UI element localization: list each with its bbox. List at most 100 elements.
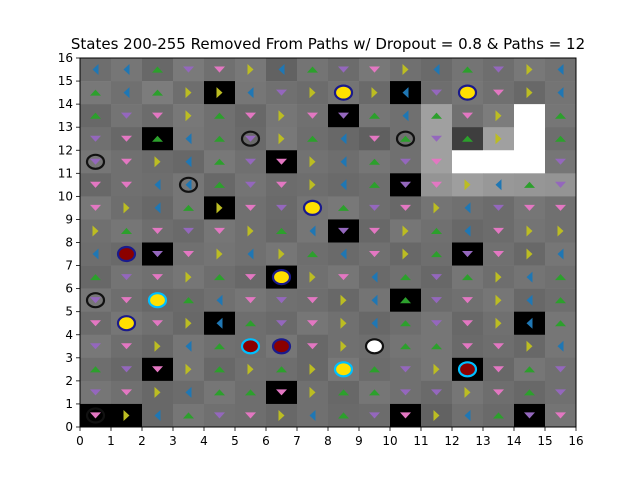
policy-arrow bbox=[245, 389, 256, 396]
policy-arrow bbox=[493, 89, 504, 96]
policy-arrow bbox=[216, 294, 223, 306]
policy-arrow bbox=[402, 64, 409, 75]
policy-arrow bbox=[557, 248, 564, 260]
policy-arrow bbox=[307, 66, 318, 73]
policy-arrow bbox=[495, 133, 502, 145]
policy-arrow bbox=[495, 317, 502, 329]
policy-arrow bbox=[464, 386, 471, 398]
policy-arrow bbox=[369, 412, 380, 419]
policy-arrow bbox=[185, 363, 192, 375]
policy-arrow bbox=[309, 363, 316, 375]
policy-arrow bbox=[154, 386, 161, 398]
empty-marker bbox=[395, 130, 416, 147]
empty-marker bbox=[178, 176, 199, 193]
policy-arrow bbox=[90, 181, 101, 188]
policy-arrow bbox=[90, 274, 101, 281]
empty-marker bbox=[85, 292, 106, 309]
x-tick-label: 11 bbox=[413, 434, 428, 448]
policy-arrow bbox=[526, 87, 533, 99]
policy-arrow bbox=[90, 366, 101, 373]
policy-arrow bbox=[555, 135, 566, 142]
empty-marker bbox=[85, 153, 106, 170]
policy-arrow bbox=[247, 87, 254, 99]
x-tick-label: 4 bbox=[200, 434, 208, 448]
policy-arrow bbox=[369, 204, 380, 211]
policy-arrow bbox=[495, 110, 502, 122]
policy-arrow bbox=[369, 389, 380, 396]
policy-arrow bbox=[369, 135, 380, 142]
policy-arrow bbox=[400, 274, 411, 281]
y-tick-label: 13 bbox=[58, 120, 73, 134]
policy-arrow bbox=[493, 66, 504, 73]
policy-arrow bbox=[216, 87, 223, 99]
policy-arrow bbox=[152, 227, 163, 234]
policy-arrow bbox=[154, 340, 161, 352]
policy-arrow bbox=[340, 179, 347, 191]
policy-arrow bbox=[214, 366, 225, 373]
heatmap-cell bbox=[514, 104, 546, 128]
policy-arrow bbox=[247, 64, 254, 75]
x-tick-label: 6 bbox=[262, 434, 270, 448]
policy-arrow bbox=[431, 89, 442, 96]
policy-arrow bbox=[90, 297, 101, 304]
policy-arrow bbox=[495, 271, 502, 283]
policy-arrow bbox=[400, 181, 411, 188]
policy-arrow bbox=[369, 366, 380, 373]
policy-arrow bbox=[493, 251, 504, 258]
policy-arrow bbox=[400, 389, 411, 396]
x-tick-label: 10 bbox=[382, 434, 397, 448]
policy-arrow bbox=[247, 225, 254, 237]
policy-arrow bbox=[276, 297, 287, 304]
policy-arrow bbox=[524, 366, 535, 373]
x-tick-label: 2 bbox=[138, 434, 146, 448]
y-tick-label: 3 bbox=[65, 351, 73, 365]
policy-arrow bbox=[123, 410, 130, 421]
policy-arrow bbox=[247, 363, 254, 375]
policy-arrow bbox=[431, 135, 442, 142]
policy-arrow bbox=[462, 251, 473, 258]
policy-arrow bbox=[276, 181, 287, 188]
policy-arrow bbox=[216, 317, 223, 329]
policy-arrows bbox=[90, 64, 566, 421]
policy-arrow bbox=[493, 412, 504, 419]
policy-arrow bbox=[183, 251, 194, 258]
policy-arrow bbox=[309, 386, 316, 398]
policy-arrow bbox=[245, 297, 256, 304]
policy-arrow bbox=[92, 64, 99, 75]
policy-arrow bbox=[462, 320, 473, 327]
policy-arrow bbox=[276, 366, 287, 373]
policy-arrow bbox=[121, 389, 132, 396]
policy-arrow bbox=[462, 135, 473, 142]
policy-arrow bbox=[493, 343, 504, 350]
yellow-marker bbox=[333, 361, 354, 378]
x-tick-label: 9 bbox=[355, 434, 363, 448]
y-tick-label: 0 bbox=[65, 420, 73, 434]
policy-arrow bbox=[555, 274, 566, 281]
policy-arrow bbox=[371, 87, 378, 99]
x-tick-label: 5 bbox=[231, 434, 239, 448]
x-tick-label: 3 bbox=[169, 434, 177, 448]
empty-marker bbox=[240, 130, 261, 147]
policy-arrow bbox=[464, 179, 471, 191]
policy-arrow bbox=[369, 112, 380, 119]
policy-arrow bbox=[123, 64, 130, 75]
heatmap-cell bbox=[483, 150, 515, 174]
policy-arrow bbox=[524, 181, 535, 188]
policy-arrow bbox=[245, 181, 256, 188]
policy-arrow bbox=[526, 64, 533, 75]
policy-arrow bbox=[526, 340, 533, 352]
policy-arrow bbox=[400, 135, 411, 142]
policy-arrow bbox=[276, 158, 287, 165]
policy-arrow bbox=[555, 204, 566, 211]
policy-arrow bbox=[431, 343, 442, 350]
policy-arrow bbox=[185, 133, 192, 145]
policy-arrow bbox=[154, 410, 161, 421]
policy-arrow bbox=[185, 156, 192, 168]
policy-arrow bbox=[90, 343, 101, 350]
policy-arrow bbox=[464, 202, 471, 214]
policy-arrow bbox=[462, 112, 473, 119]
y-tick-label: 5 bbox=[65, 305, 73, 319]
policy-arrow bbox=[338, 112, 349, 119]
policy-arrow bbox=[495, 294, 502, 306]
policy-arrow bbox=[526, 271, 533, 283]
